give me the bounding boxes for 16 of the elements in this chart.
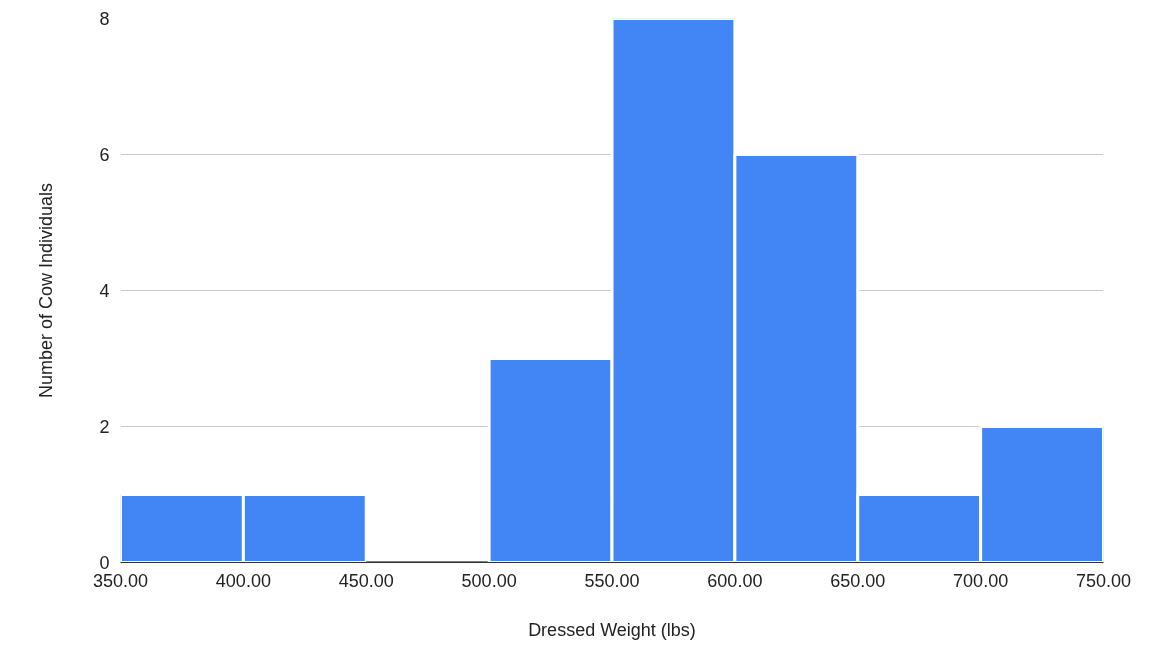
x-tick-label: 400.00 [215,570,271,591]
x-axis-title: Dressed Weight (lbs) [528,619,696,640]
y-tick-label: 4 [99,281,110,301]
x-tick-label: 600.00 [707,570,763,591]
x-tick-label: 700.00 [953,570,1009,591]
x-tick-label: 550.00 [584,570,640,591]
y-tick-label: 0 [99,553,110,573]
x-tick-label: 350.00 [92,570,149,591]
x-tick-label: 750.00 [1075,570,1132,591]
x-tick-label: 500.00 [461,570,517,591]
x-tick-label: 650.00 [830,570,886,591]
y-axis-title: Number of Cow Individuals [36,182,57,399]
y-tick-label: 2 [99,417,110,437]
y-tick-label: 6 [99,145,110,165]
y-tick-label: 8 [99,9,110,29]
x-tick-label: 450.00 [338,570,394,591]
